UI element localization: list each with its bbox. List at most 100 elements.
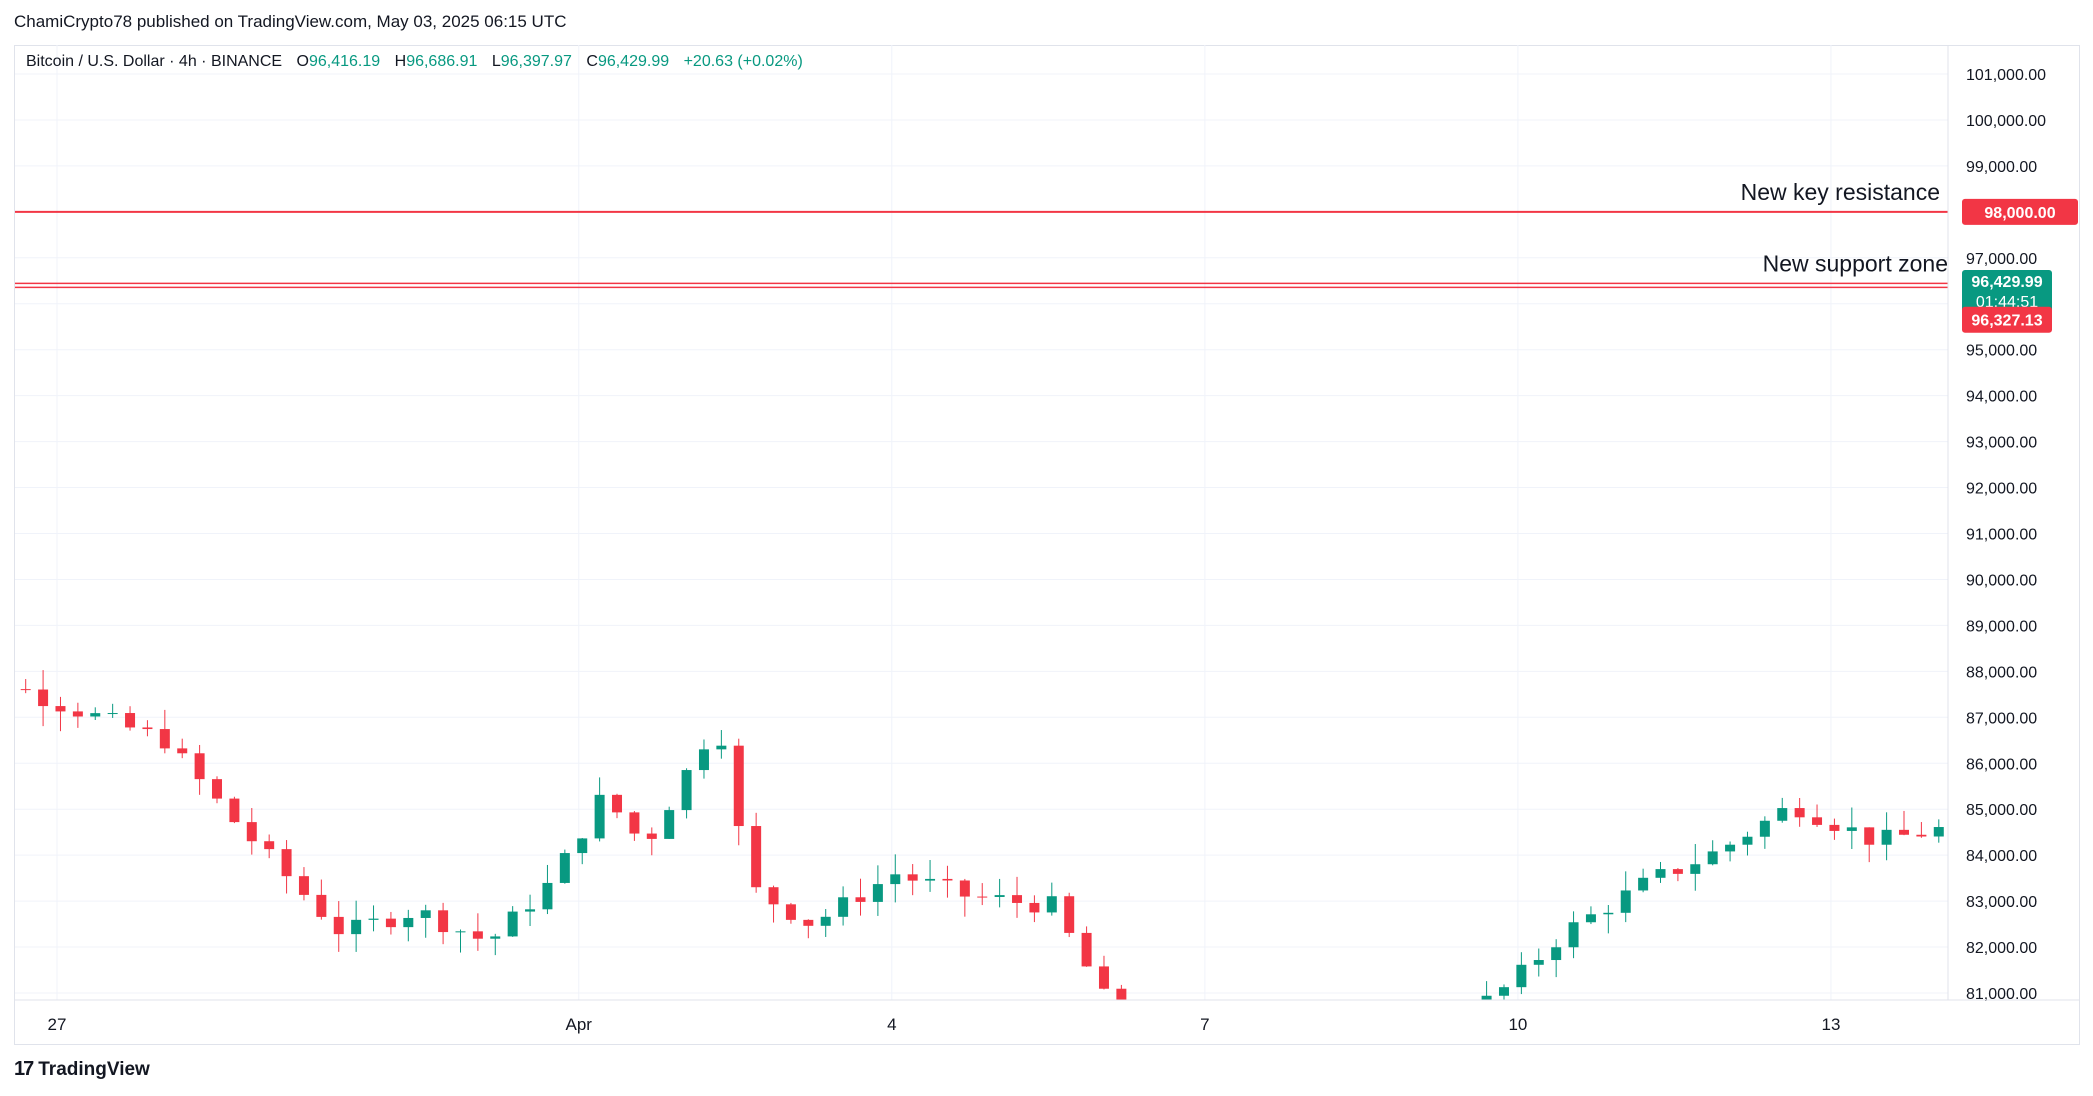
candle-body [2038,797,2048,805]
y-tick-label: 88,000.00 [1966,664,2037,681]
candle-body [107,713,118,715]
candle-body [681,770,692,811]
candle-body [1933,827,1944,837]
y-tick-label: 84,000.00 [1966,848,2037,865]
y-tick-label: 90,000.00 [1966,572,2037,589]
x-tick-label: 13 [1821,1015,1840,1034]
candle-body [1725,844,1736,852]
candle-body [838,897,849,917]
y-tick-label: 81,000.00 [1966,986,2037,1003]
candle-body [733,745,744,827]
candles-group [3,670,2083,1045]
candle-body [20,689,31,691]
candle-body [403,917,414,928]
candle-body [1794,808,1805,818]
candle-body [1098,966,1109,989]
candle-body [855,897,866,902]
candle-body [542,882,553,910]
candle-body [55,706,66,712]
candle-body [1603,912,1614,915]
y-tick-label: 101,000.00 [1966,67,2046,84]
candle-body [142,727,153,730]
candle-body [785,904,796,920]
candle-body [1620,890,1631,913]
candle-body [125,713,136,728]
low-value: 96,397.97 [500,53,572,70]
candle-body [1046,896,1057,913]
candle-body [507,911,518,937]
symbol-label[interactable]: Bitcoin / U.S. Dollar · 4h · BINANCE [26,53,283,70]
y-tick-label: 87,000.00 [1966,710,2037,727]
last-price-tag [1962,269,2052,314]
candle-body [194,753,205,780]
candle-body [385,918,396,928]
candle-body [1012,895,1023,903]
high-label: H [394,53,407,70]
candle-body [1759,820,1770,837]
candle-body [368,918,379,920]
y-tick-label: 97,000.00 [1966,251,2037,268]
candle-body [455,931,466,933]
y-tick-label: 89,000.00 [1966,618,2037,635]
candle-body [246,822,257,842]
footer: 17 TradingView [14,1058,150,1081]
price-chart[interactable]: 101,000.00 100,000.00 99,000.00 98,000.00 97… [0,0,2093,1045]
candle-body [525,909,536,912]
candle-body [3,674,13,689]
candle-body [1134,1022,1144,1035]
candle-body [559,853,570,883]
publisher-line: ChamiCrypto78 published on TradingView.c… [14,12,567,31]
candle-body [351,919,362,935]
candle-body [820,916,831,926]
last-price-tag-text: 96,429.99 [1971,274,2042,291]
candle-body [890,874,901,885]
candle-body [925,878,936,881]
candle-body [1898,829,1909,835]
candle-body [1864,827,1875,845]
candle-body [1151,1032,1161,1035]
high-value: 96,686.91 [406,53,478,70]
x-tick-label: 7 [1200,1015,1209,1034]
candle-body [90,713,101,717]
candle-body [1186,1043,1196,1045]
y-tick-label: 95,000.00 [1966,343,2037,360]
candle-body [612,794,623,813]
candle-body [768,887,779,905]
candle-body [1169,1032,1179,1043]
candle-body [629,812,640,834]
candle-body [907,874,918,881]
candle-body [229,798,240,823]
x-tick-label: 4 [887,1015,896,1034]
candle-body [298,876,309,895]
low-label: L [491,53,501,70]
candle-body [472,931,483,939]
candle-body [1951,816,1961,827]
candle-body [1498,987,1509,996]
candle-body [1551,947,1562,961]
candle-body [577,838,588,854]
y-tick-label: 100,000.00 [1966,113,2046,130]
chart-panel[interactable] [14,45,2080,1045]
candle-body [994,895,1005,897]
candle-body [1064,896,1075,933]
tradingview-brand[interactable]: TradingView [38,1058,150,1080]
close-value: 96,429.99 [597,53,670,70]
candle-body [2073,809,2083,814]
candle-body [1447,1031,1457,1035]
prev-price-tag [1962,306,2052,333]
candle-body [942,878,953,881]
candle-body [1846,827,1857,831]
y-tick-label: 86,000.00 [1966,756,2037,773]
candle-body [1881,829,1892,845]
candle-body [646,833,657,839]
candle-body [594,794,605,839]
candle-body [1464,1020,1474,1030]
candle-body [1672,869,1683,874]
candle-body [1429,1035,1439,1045]
candle-body [1916,834,1927,837]
tradingview-logo-icon[interactable]: 17 [14,1058,34,1080]
candle-body [264,841,275,850]
close-label: C [586,53,598,70]
y-tick-label: 93,000.00 [1966,435,2037,452]
candle-body [1812,817,1823,825]
